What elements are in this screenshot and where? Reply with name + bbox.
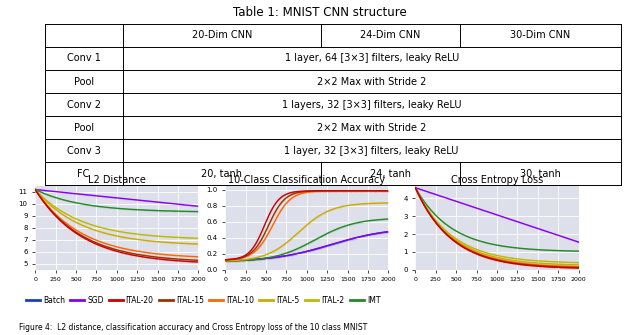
Text: Conv 3: Conv 3	[67, 146, 100, 156]
Text: 1 layer, 32 [3×3] filters, leaky ReLU: 1 layer, 32 [3×3] filters, leaky ReLU	[285, 146, 459, 156]
Text: Table 1: MNIST CNN structure: Table 1: MNIST CNN structure	[233, 6, 407, 18]
Title: L2 Distance: L2 Distance	[88, 175, 146, 185]
Text: 20, tanh: 20, tanh	[202, 169, 243, 179]
Title: Cross Entropy Loss: Cross Entropy Loss	[451, 175, 543, 185]
Legend: Batch, SGD, ITAL-20, ITAL-15, ITAL-10, ITAL-5, ITAL-2, IMT: Batch, SGD, ITAL-20, ITAL-15, ITAL-10, I…	[23, 292, 383, 308]
Text: Figure 4:  L2 distance, classification accuracy and Cross Entropy loss of the 10: Figure 4: L2 distance, classification ac…	[19, 323, 367, 332]
Text: 24, tanh: 24, tanh	[370, 169, 411, 179]
Text: 2×2 Max with Stride 2: 2×2 Max with Stride 2	[317, 123, 426, 133]
Text: 1 layer, 64 [3×3] filters, leaky ReLU: 1 layer, 64 [3×3] filters, leaky ReLU	[285, 54, 459, 64]
Title: 10-Class Classification Accuracy: 10-Class Classification Accuracy	[228, 175, 385, 185]
Text: Pool: Pool	[74, 123, 93, 133]
Text: Conv 2: Conv 2	[67, 99, 100, 110]
Text: Pool: Pool	[74, 76, 93, 86]
Text: 30, tanh: 30, tanh	[520, 169, 561, 179]
Text: 20-Dim CNN: 20-Dim CNN	[192, 30, 252, 41]
Text: FC: FC	[77, 169, 90, 179]
Text: Conv 1: Conv 1	[67, 54, 100, 64]
Text: 30-Dim CNN: 30-Dim CNN	[510, 30, 570, 41]
Text: 2×2 Max with Stride 2: 2×2 Max with Stride 2	[317, 76, 426, 86]
Text: 24-Dim CNN: 24-Dim CNN	[360, 30, 420, 41]
Text: 1 layers, 32 [3×3] filters, leaky ReLU: 1 layers, 32 [3×3] filters, leaky ReLU	[282, 99, 461, 110]
